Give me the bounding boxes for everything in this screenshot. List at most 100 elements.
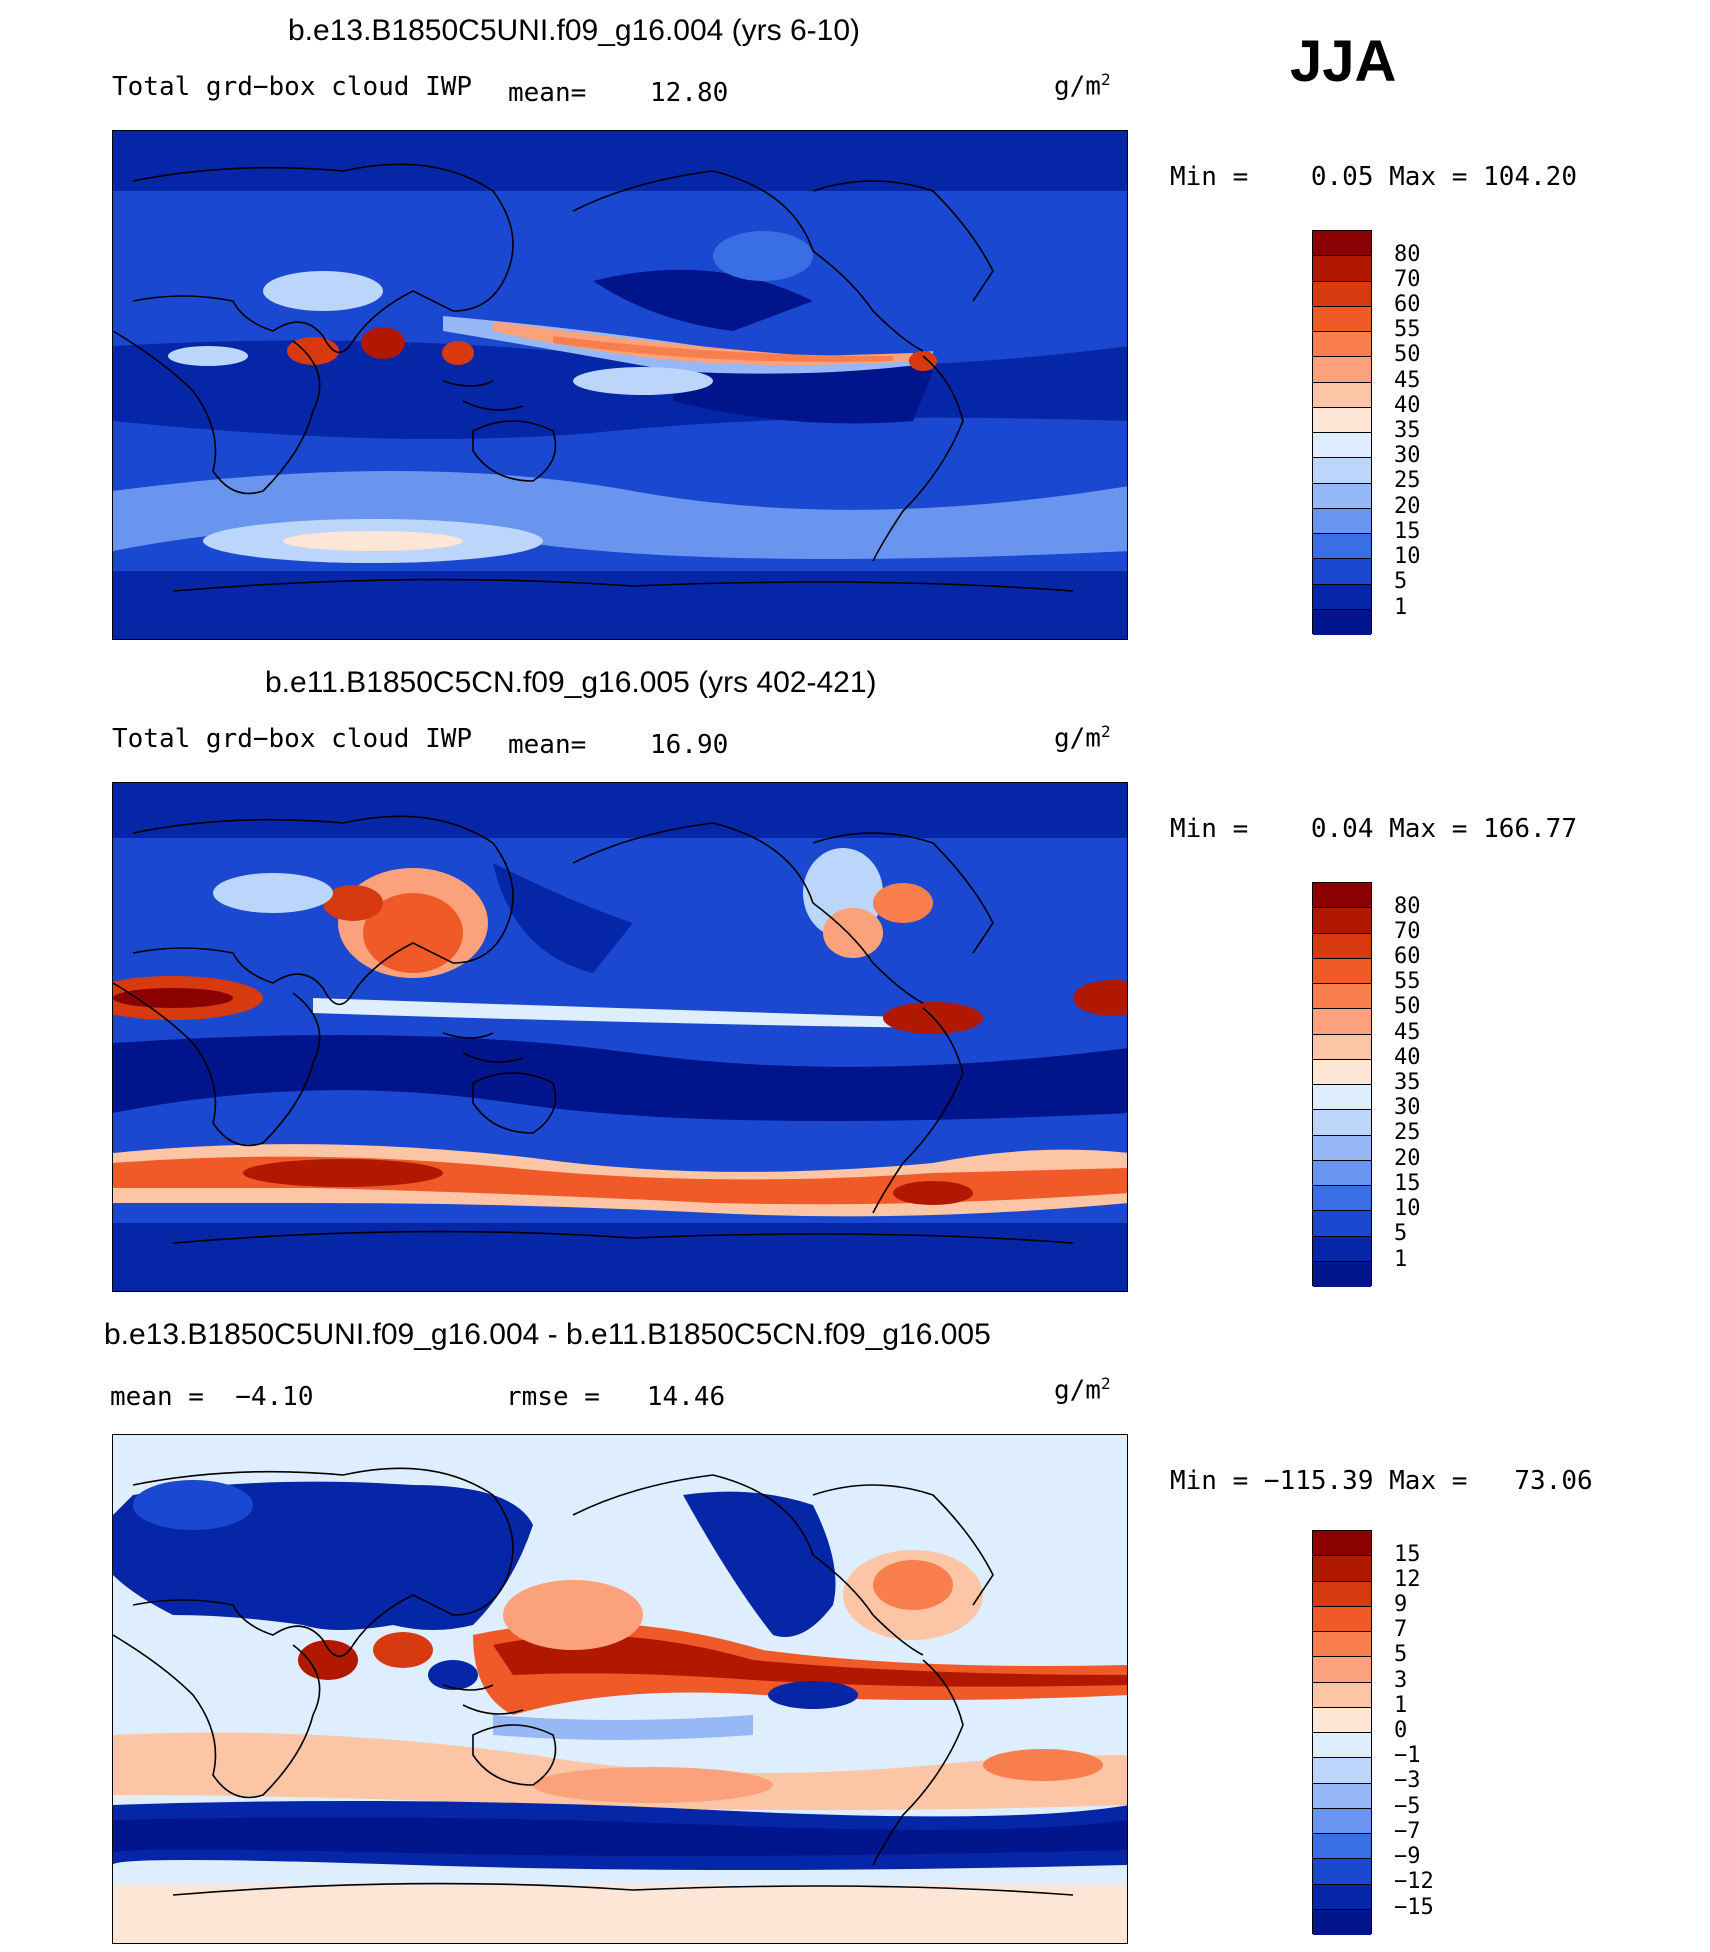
panel-3-min-max: Min = −115.39 Max = 73.06 xyxy=(1170,1466,1593,1496)
colorbar-label: 20 xyxy=(1394,1146,1421,1171)
colorbar-label: 9 xyxy=(1394,1592,1408,1617)
colorbar-cell xyxy=(1313,1211,1371,1237)
colorbar-label: 45 xyxy=(1394,1020,1421,1045)
colorbar-label: 5 xyxy=(1394,1642,1408,1667)
panel-1-mean-label: mean= xyxy=(508,78,587,108)
colorbar-label: 55 xyxy=(1394,969,1421,994)
colorbar-cell xyxy=(1313,1110,1371,1136)
colorbar-cell xyxy=(1313,1009,1371,1035)
colorbar-label: 1 xyxy=(1394,1247,1408,1272)
colorbar-cell xyxy=(1313,609,1371,635)
colorbar-label: 60 xyxy=(1394,292,1421,317)
colorbar-cell xyxy=(1313,1556,1371,1582)
colorbar-label: −12 xyxy=(1394,1869,1434,1894)
colorbar-cell xyxy=(1313,1834,1371,1860)
colorbar-label: 40 xyxy=(1394,393,1421,418)
colorbar-label: 70 xyxy=(1394,267,1421,292)
panel-3-title: b.e13.B1850C5UNI.f09_g16.004 - b.e11.B18… xyxy=(104,1318,991,1351)
colorbar-label: 50 xyxy=(1394,342,1421,367)
panel-1-colorbar xyxy=(1312,230,1372,635)
colorbar-cell xyxy=(1313,458,1371,484)
panel-2-variable: Total grd−box cloud IWP xyxy=(112,724,473,754)
colorbar-label: 25 xyxy=(1394,468,1421,493)
colorbar-cell xyxy=(1313,933,1371,959)
panel-2-mean-value: 16.90 xyxy=(650,730,729,760)
colorbar-label: 15 xyxy=(1394,1171,1421,1196)
colorbar-label: −5 xyxy=(1394,1794,1421,1819)
colorbar-label: −7 xyxy=(1394,1819,1421,1844)
colorbar-label: 50 xyxy=(1394,994,1421,1019)
colorbar-cell xyxy=(1313,357,1371,383)
colorbar-label: −3 xyxy=(1394,1768,1421,1793)
colorbar-label: 70 xyxy=(1394,919,1421,944)
colorbar-cell xyxy=(1313,584,1371,610)
colorbar-cell xyxy=(1313,1059,1371,1085)
colorbar-cell xyxy=(1313,534,1371,560)
panel-3-colorbar xyxy=(1312,1530,1372,1935)
colorbar-cell xyxy=(1313,256,1371,282)
colorbar-cell xyxy=(1313,407,1371,433)
colorbar-label: 7 xyxy=(1394,1617,1408,1642)
colorbar-cell xyxy=(1313,281,1371,307)
colorbar-cell xyxy=(1313,1808,1371,1834)
colorbar-label: 5 xyxy=(1394,569,1408,594)
colorbar-cell xyxy=(1313,1160,1371,1186)
colorbar-label: 40 xyxy=(1394,1045,1421,1070)
colorbar-label: 60 xyxy=(1394,944,1421,969)
colorbar-label: 25 xyxy=(1394,1120,1421,1145)
panel-1-map xyxy=(112,130,1128,640)
colorbar-label: 0 xyxy=(1394,1718,1408,1743)
colorbar-cell xyxy=(1313,1034,1371,1060)
colorbar-cell xyxy=(1313,1261,1371,1287)
colorbar-cell xyxy=(1313,958,1371,984)
colorbar-label: 15 xyxy=(1394,519,1421,544)
panel-1-title: b.e13.B1850C5UNI.f09_g16.004 (yrs 6-10) xyxy=(288,14,861,47)
colorbar-label: 35 xyxy=(1394,1070,1421,1095)
colorbar-cell xyxy=(1313,1531,1371,1557)
colorbar-label: 55 xyxy=(1394,317,1421,342)
colorbar-cell xyxy=(1313,332,1371,358)
colorbar-cell xyxy=(1313,984,1371,1010)
colorbar-cell xyxy=(1313,483,1371,509)
panel-1-mean-value: 12.80 xyxy=(650,78,729,108)
colorbar-cell xyxy=(1313,1657,1371,1683)
panel-2-min-max: Min = 0.04 Max = 166.77 xyxy=(1170,814,1577,844)
colorbar-cell xyxy=(1313,433,1371,459)
colorbar-label: −1 xyxy=(1394,1743,1421,1768)
colorbar-cell xyxy=(1313,1682,1371,1708)
colorbar-label: 45 xyxy=(1394,368,1421,393)
colorbar-label: 10 xyxy=(1394,1196,1421,1221)
colorbar-cell xyxy=(1313,231,1371,257)
panel-3-map xyxy=(112,1434,1128,1944)
colorbar-label: 80 xyxy=(1394,242,1421,267)
colorbar-cell xyxy=(1313,1733,1371,1759)
colorbar-label: 1 xyxy=(1394,1693,1408,1718)
colorbar-cell xyxy=(1313,1707,1371,1733)
season-label: JJA xyxy=(1290,29,1397,94)
colorbar-label: 1 xyxy=(1394,595,1408,620)
panel-2-colorbar xyxy=(1312,882,1372,1287)
colorbar-cell xyxy=(1313,1606,1371,1632)
colorbar-cell xyxy=(1313,1758,1371,1784)
colorbar-cell xyxy=(1313,1581,1371,1607)
colorbar-label: 80 xyxy=(1394,894,1421,919)
colorbar-cell xyxy=(1313,1236,1371,1262)
panel-1-units: g/m2 xyxy=(1054,70,1111,102)
colorbar-label: 35 xyxy=(1394,418,1421,443)
colorbar-cell xyxy=(1313,908,1371,934)
colorbar-label: 15 xyxy=(1394,1542,1421,1567)
panel-3-mean: mean = −4.10 xyxy=(110,1382,314,1412)
panel-1-variable: Total grd−box cloud IWP xyxy=(112,72,473,102)
panel-2-units: g/m2 xyxy=(1054,722,1111,754)
colorbar-cell xyxy=(1313,1909,1371,1935)
colorbar-label: 30 xyxy=(1394,1095,1421,1120)
colorbar-cell xyxy=(1313,1135,1371,1161)
colorbar-cell xyxy=(1313,1186,1371,1212)
colorbar-label: 30 xyxy=(1394,443,1421,468)
panel-2-map xyxy=(112,782,1128,1292)
colorbar-label: 3 xyxy=(1394,1668,1408,1693)
panel-1-min-max: Min = 0.05 Max = 104.20 xyxy=(1170,162,1577,192)
colorbar-cell xyxy=(1313,1884,1371,1910)
colorbar-cell xyxy=(1313,306,1371,332)
panel-3-rmse: rmse = 14.46 xyxy=(506,1382,726,1412)
